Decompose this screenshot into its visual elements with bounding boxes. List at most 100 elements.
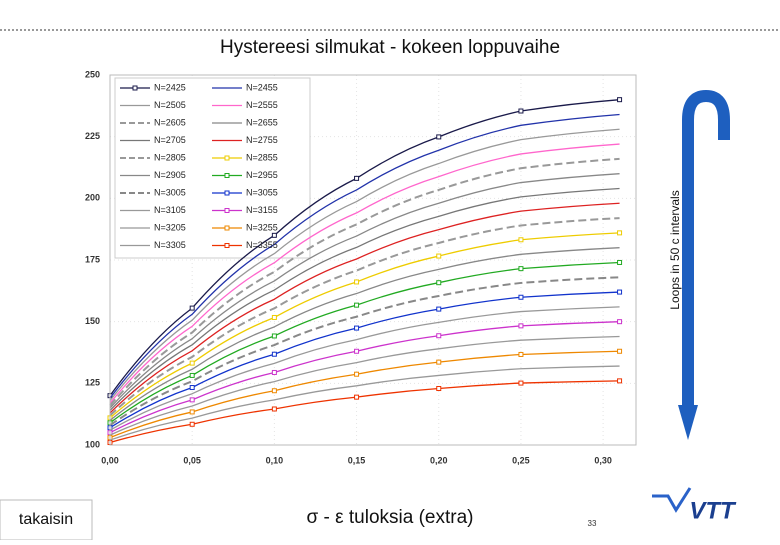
legend-label: N=3205 (154, 222, 186, 232)
side-label: Loops in 50 c intervals (668, 190, 682, 309)
series-line (109, 365, 620, 441)
data-point (271, 232, 277, 238)
x-tick-label: 0,25 (512, 455, 530, 465)
chart-title: Hystereesi silmukat - kokeen loppuvaihe (220, 37, 560, 58)
legend-marker (224, 243, 230, 248)
data-point (354, 325, 360, 331)
data-point (354, 394, 360, 400)
x-tick-label: 0,20 (430, 455, 448, 465)
series-line (109, 128, 620, 402)
legend-marker (224, 190, 230, 196)
data-point (354, 302, 360, 308)
y-tick-label: 150 (85, 316, 100, 326)
legend-label: N=2805 (154, 152, 186, 162)
legend-label: N=2755 (246, 135, 278, 145)
y-tick-label: 175 (85, 254, 100, 264)
data-point (436, 386, 442, 392)
series-line (109, 202, 620, 414)
data-point (617, 259, 623, 265)
data-point (518, 380, 524, 386)
series-line (109, 276, 620, 427)
data-point (354, 175, 360, 181)
x-tick-label: 0,10 (266, 455, 284, 465)
data-point (617, 348, 623, 354)
data-point (518, 237, 524, 243)
data-point (617, 230, 623, 236)
data-point (518, 108, 524, 114)
data-point (189, 409, 195, 415)
data-point (189, 372, 195, 378)
y-tick-label: 125 (85, 378, 100, 388)
data-point (518, 266, 524, 272)
series-line (109, 143, 620, 404)
logo: VTT (689, 497, 737, 524)
loop-arrow (682, 89, 730, 405)
data-point (271, 314, 277, 320)
legend-label: N=2855 (246, 152, 278, 162)
data-point (271, 333, 277, 339)
legend-label: N=3155 (246, 205, 278, 215)
data-point (189, 421, 195, 427)
legend-label: N=3005 (154, 187, 186, 197)
arrow-head (678, 405, 698, 440)
y-tick-label: 200 (85, 193, 100, 203)
data-point (617, 378, 623, 384)
data-point (271, 388, 277, 394)
legend-label: N=2605 (154, 117, 186, 127)
legend-marker (132, 85, 138, 91)
legend-marker (224, 208, 230, 213)
data-point (189, 385, 195, 391)
legend-label: N=3355 (246, 240, 278, 250)
legend-marker (224, 155, 230, 161)
series-line (109, 217, 620, 417)
data-point (354, 279, 360, 285)
series-line (109, 335, 620, 436)
data-point (518, 323, 524, 329)
y-tick-label: 250 (85, 69, 100, 79)
series-line (109, 306, 620, 431)
legend-label: N=2555 (246, 100, 278, 110)
series-line (109, 173, 620, 409)
logo-mark (652, 487, 692, 513)
data-point (271, 406, 277, 412)
legend-label: N=3055 (246, 187, 278, 197)
legend-label: N=3305 (154, 240, 186, 250)
data-point (354, 348, 360, 354)
x-tick-label: 0,00 (101, 455, 119, 465)
x-tick-label: 0,15 (348, 455, 366, 465)
data-point (436, 306, 442, 312)
legend-label: N=3105 (154, 205, 186, 215)
data-point (189, 305, 195, 311)
data-point (189, 360, 195, 366)
series-line (109, 113, 620, 399)
data-point (518, 351, 524, 357)
back-button-label[interactable]: takaisin (19, 511, 73, 528)
data-point (436, 134, 442, 140)
data-point (617, 289, 623, 295)
legend-label: N=2455 (246, 82, 278, 92)
data-point (617, 319, 623, 325)
data-point (436, 333, 442, 339)
series-line (109, 247, 620, 421)
data-point (189, 397, 195, 403)
data-point (518, 294, 524, 300)
page-number: 33 (588, 519, 597, 528)
data-point (436, 280, 442, 286)
legend-label: N=2655 (246, 117, 278, 127)
x-tick-label: 0,05 (183, 455, 201, 465)
plot: 100 125 150 175 200 225 250 0,00 0,05 0,10 0,15 0,2… (85, 69, 637, 465)
legend-label: N=2955 (246, 170, 278, 180)
data-point (354, 371, 360, 377)
data-point (271, 369, 277, 375)
data-point (271, 351, 277, 357)
data-point (436, 359, 442, 365)
footer-text: σ - ε tuloksia (extra) (307, 507, 474, 528)
y-tick-label: 100 (85, 439, 100, 449)
series-line (109, 157, 620, 407)
y-tick-label: 225 (85, 131, 100, 141)
legend-label: N=3255 (246, 222, 278, 232)
legend-label: N=2425 (154, 82, 186, 92)
plot-frame (109, 74, 637, 446)
